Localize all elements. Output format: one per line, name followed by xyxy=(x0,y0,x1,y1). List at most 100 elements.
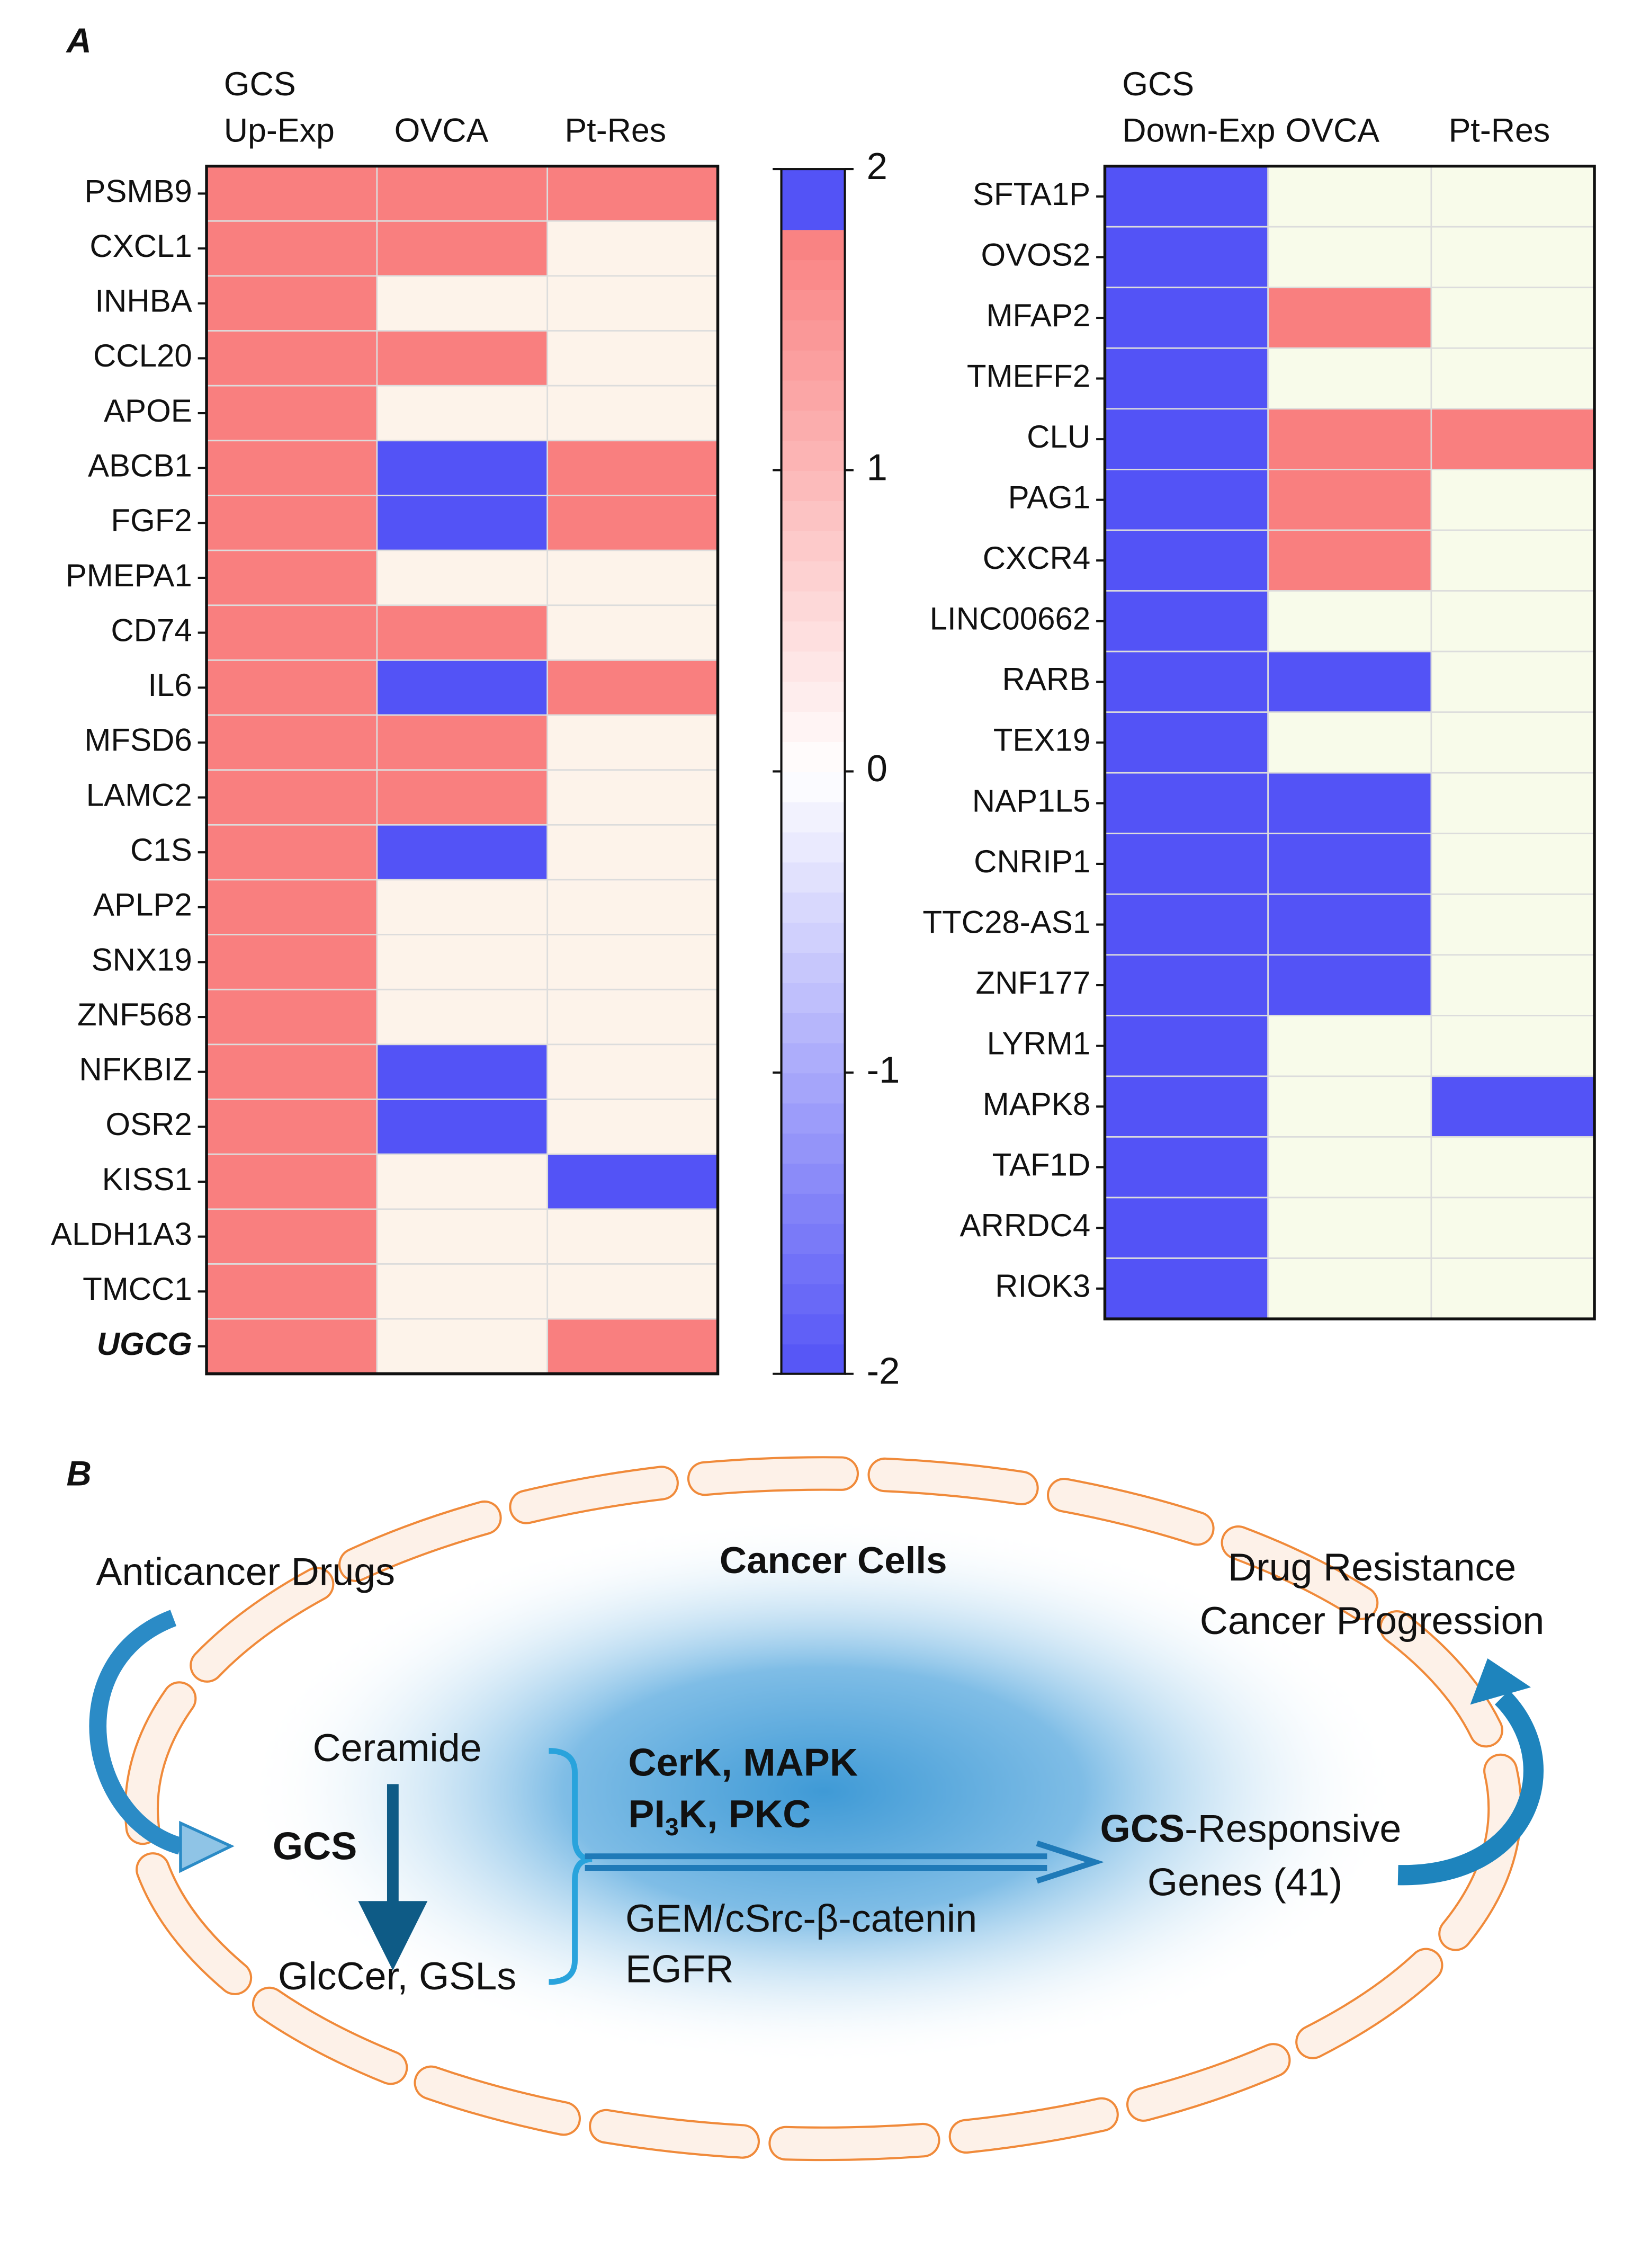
heatmap-cell xyxy=(376,440,549,496)
heatmap-cell xyxy=(1267,711,1432,774)
colorbar-step xyxy=(781,470,845,501)
row-label: INHBA xyxy=(95,283,192,319)
heatmap-cell xyxy=(205,165,378,222)
heatmap-cell xyxy=(1430,1136,1595,1199)
heatmap-cell xyxy=(1430,590,1595,653)
pathway-label-part: PI xyxy=(628,1792,665,1836)
colorbar-step xyxy=(781,229,845,261)
heatmap-cell xyxy=(376,220,549,277)
cell-membrane xyxy=(126,1458,1520,2159)
heatmap-cell xyxy=(376,879,549,935)
heatmap-cell xyxy=(1267,590,1432,653)
colorbar-step xyxy=(781,1314,845,1345)
heatmap-cell xyxy=(376,934,549,990)
input-arrow xyxy=(89,1610,183,1855)
colorbar-step xyxy=(781,259,845,290)
heatmap-cell xyxy=(546,385,719,442)
heatmap-cell xyxy=(546,1318,719,1375)
heatmap-cell xyxy=(1104,772,1269,835)
target-label-part: -Responsive xyxy=(1185,1807,1401,1851)
heatmap-cell xyxy=(1104,226,1269,289)
heatmap-cell xyxy=(546,714,719,771)
heatmap-cell xyxy=(1430,1196,1595,1259)
colorbar-step xyxy=(781,350,845,381)
heatmap-cell xyxy=(1267,226,1432,289)
heatmap-cell xyxy=(376,604,549,661)
heatmap-cell xyxy=(546,769,719,826)
row-label: RIOK3 xyxy=(995,1269,1090,1304)
colorbar-step xyxy=(781,771,845,802)
heatmap-cell xyxy=(205,1043,378,1100)
heatmap-cell xyxy=(1267,408,1432,470)
row-label: TTC28-AS1 xyxy=(922,904,1090,940)
row-label: LYRM1 xyxy=(987,1025,1091,1061)
heatmap-cell xyxy=(1267,1257,1432,1320)
heatmap-cell xyxy=(1104,1075,1269,1138)
heatmap-cell xyxy=(376,988,549,1046)
heatmap-cell xyxy=(546,165,719,222)
row-label: OVOS2 xyxy=(981,237,1090,272)
colorbar-step xyxy=(781,741,845,772)
colorbar-step xyxy=(781,530,845,561)
heatmap-cell xyxy=(546,824,719,881)
heatmap-cell xyxy=(205,440,378,496)
heatmap-cell xyxy=(1430,1257,1595,1320)
heatmap-cell xyxy=(1104,590,1269,653)
heatmap-cell xyxy=(1430,529,1595,592)
heatmap-cell xyxy=(1430,165,1595,228)
heatmap-cell xyxy=(376,1263,549,1320)
row-label: FGF2 xyxy=(111,503,192,538)
column-label: Pt-Res xyxy=(1449,112,1550,149)
row-label: PSMB9 xyxy=(84,173,192,209)
colorbar-step xyxy=(781,1102,845,1134)
colorbar-step xyxy=(781,711,845,742)
heatmap-cell xyxy=(546,275,719,332)
colorbar-step xyxy=(781,319,845,351)
cell-label: Cancer Cells xyxy=(720,1540,947,1582)
heatmap-cell xyxy=(1430,954,1595,1016)
node-label: GCS xyxy=(273,1824,357,1868)
heatmap-cell xyxy=(546,220,719,277)
heatmap-cell xyxy=(1104,833,1269,895)
colorbar-label: 1 xyxy=(866,447,887,488)
heatmap-cell xyxy=(1104,529,1269,592)
heatmap-cell xyxy=(1430,1075,1595,1138)
heatmap-cell xyxy=(205,824,378,881)
column-label: GCS xyxy=(224,66,296,103)
pathway-label-part: K, PKC xyxy=(679,1792,811,1836)
heatmap-cell xyxy=(546,879,719,935)
row-label: TEX19 xyxy=(993,722,1090,758)
heatmap-cell xyxy=(205,934,378,990)
colorbar-step xyxy=(781,832,845,863)
colorbar-step xyxy=(781,650,845,682)
output-arrow xyxy=(1397,1690,1544,1886)
heatmap-cell xyxy=(1430,893,1595,956)
heatmap-cell xyxy=(205,988,378,1046)
colorbar-step xyxy=(781,922,845,953)
colorbar-step xyxy=(781,1193,845,1224)
row-label: ARRDC4 xyxy=(960,1208,1090,1243)
heatmap-cell xyxy=(376,495,549,551)
heatmap-cell xyxy=(376,1043,549,1100)
heatmap-cell xyxy=(205,549,378,606)
heatmap-cell xyxy=(546,604,719,661)
column-label: Down-Exp xyxy=(1122,112,1275,149)
heatmap-cell xyxy=(546,1153,719,1210)
row-label: SFTA1P xyxy=(973,176,1090,212)
node-label: GlcCer, GSLs xyxy=(278,1954,516,1998)
row-label: APOE xyxy=(104,393,192,428)
arrowhead xyxy=(1036,1840,1105,1884)
row-label: MFAP2 xyxy=(986,298,1090,333)
colorbar-label: -1 xyxy=(866,1049,900,1091)
row-label: LINC00662 xyxy=(930,601,1091,637)
heatmap-cell xyxy=(376,659,549,716)
heatmap-frame xyxy=(1103,164,1596,1320)
heatmap-cell xyxy=(1104,893,1269,956)
heatmap-cell xyxy=(1104,347,1269,410)
colorbar-step xyxy=(781,289,845,320)
colorbar-step xyxy=(781,982,845,1013)
colorbar-step xyxy=(781,380,845,411)
heatmap-cell xyxy=(205,1153,378,1210)
row-label: ZNF177 xyxy=(975,965,1090,1001)
heatmap-cell xyxy=(1430,650,1595,713)
